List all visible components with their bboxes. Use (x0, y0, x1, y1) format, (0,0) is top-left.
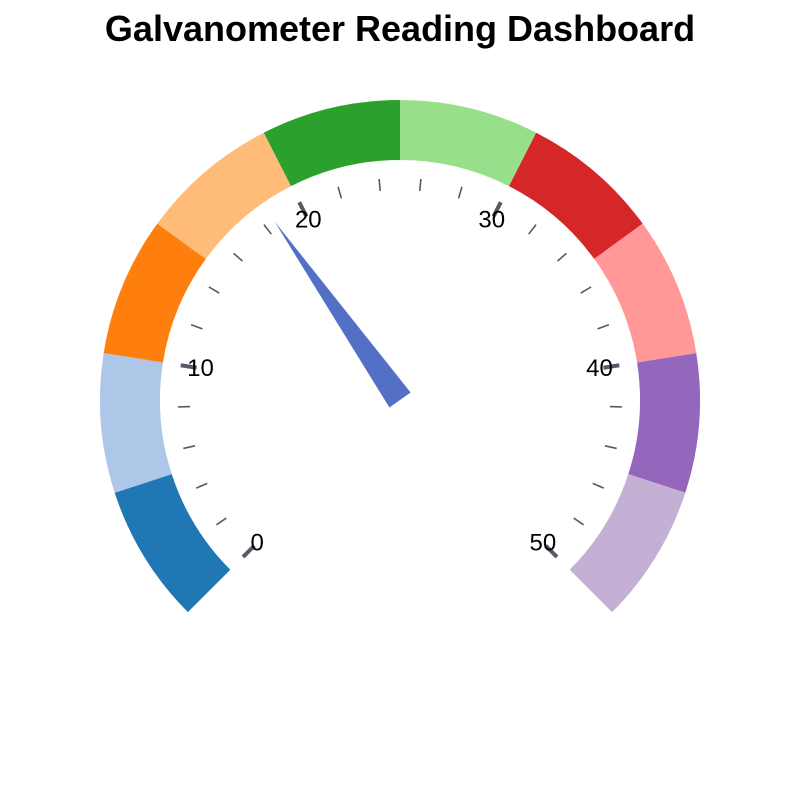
gauge-tick-label: 0 (250, 529, 263, 556)
gauge-needle (274, 221, 411, 408)
gauge-major-tick (491, 201, 503, 218)
gauge-minor-tick (263, 224, 272, 235)
gauge-minor-tick (580, 286, 592, 294)
gauge-band-4 (263, 100, 400, 187)
gauge-minor-tick (528, 224, 537, 235)
gauge-minor-tick (190, 324, 203, 330)
gauge-needle-layer (274, 221, 411, 408)
gauge-tick-label: 30 (478, 207, 505, 234)
gauge-major-tick (297, 201, 309, 218)
gauge-tick-labels: 0 10 20 30 40 50 (187, 207, 613, 557)
gauge-tick-label: 40 (586, 355, 613, 382)
gauge-minor-tick (208, 286, 220, 294)
gauge-minor-tick (597, 324, 610, 330)
gauge-tick-label: 20 (295, 207, 322, 234)
gauge-bands (99, 100, 701, 613)
gauge-tick-label: 50 (529, 529, 556, 556)
gauge-major-tick (180, 363, 197, 370)
gauge-minor-tick (592, 482, 605, 489)
gauge-tick-label: 10 (187, 355, 214, 382)
gauge-minor-tick (378, 178, 382, 192)
gauge-minor-tick (195, 482, 208, 489)
gauge-minor-tick (183, 445, 196, 450)
gauge-band-7 (594, 223, 697, 363)
gauge-band-3 (157, 132, 292, 259)
chart-title: Galvanometer Reading Dashboard (104, 8, 696, 49)
gauge-band-5 (400, 100, 537, 187)
gauge-band-0 (114, 474, 231, 613)
gauge-ticks (178, 178, 622, 559)
gauge-band-8 (628, 353, 701, 493)
gauge-band-1 (99, 353, 172, 493)
gauge-minor-tick (337, 186, 343, 199)
gauge-band-2 (103, 223, 206, 363)
gauge-minor-tick (604, 445, 617, 450)
gauge-band-9 (569, 474, 686, 613)
gauge-minor-tick (418, 178, 422, 192)
gauge-minor-tick (573, 517, 585, 526)
gauge-minor-tick (232, 252, 244, 262)
gauge-major-tick (544, 544, 559, 559)
gauge-minor-tick (556, 252, 568, 262)
gauge-major-tick (603, 363, 620, 370)
gauge-minor-tick (215, 517, 227, 526)
gauge-band-6 (508, 132, 643, 259)
gauge-minor-tick (457, 186, 463, 199)
gauge-major-tick (241, 544, 256, 559)
